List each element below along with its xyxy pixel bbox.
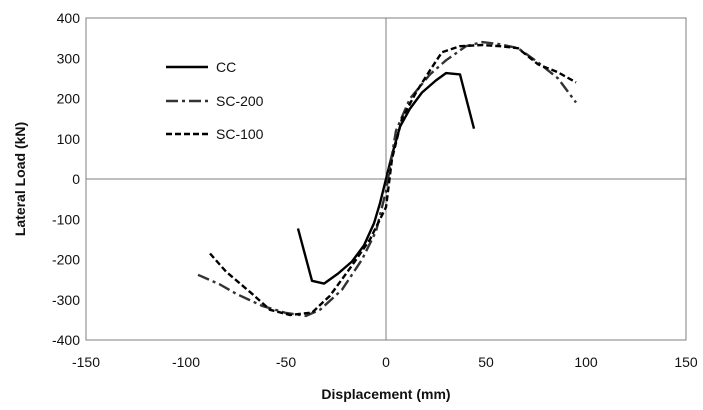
labels-layer: 400 300 200 100 0 -100 -200 -300 -400 -150 -100 -50…	[12, 10, 698, 402]
x-tick-label: -100	[172, 354, 200, 370]
legend: CC SC-200 SC-100	[166, 59, 264, 142]
series-layer	[197, 40, 577, 318]
y-tick-label: -200	[52, 252, 80, 268]
y-tick-label: 0	[72, 171, 80, 187]
legend-label-sc-200: SC-200	[216, 93, 264, 109]
x-tick-label: -50	[276, 354, 296, 370]
legend-label-sc-100: SC-100	[216, 126, 264, 142]
x-tick-label: 0	[382, 354, 390, 370]
x-axis-title: Displacement (mm)	[321, 386, 450, 402]
y-tick-label: -400	[52, 332, 80, 348]
x-tick-label: 50	[478, 354, 494, 370]
y-tick-label: -100	[52, 211, 80, 227]
legend-label-cc: CC	[216, 59, 236, 75]
series-line-sc-100	[209, 43, 577, 317]
x-tick-label: -150	[72, 354, 100, 370]
x-tick-label: 100	[574, 354, 598, 370]
y-tick-label: 100	[57, 131, 81, 147]
y-axis-title: Lateral Load (kN)	[12, 122, 28, 236]
y-tick-label: 200	[57, 91, 81, 107]
series-line-cc	[296, 71, 476, 285]
x-tick-label: 150	[674, 354, 698, 370]
y-tick-label: -300	[52, 292, 80, 308]
y-tick-label: 400	[57, 10, 81, 26]
y-tick-label: 300	[57, 50, 81, 66]
